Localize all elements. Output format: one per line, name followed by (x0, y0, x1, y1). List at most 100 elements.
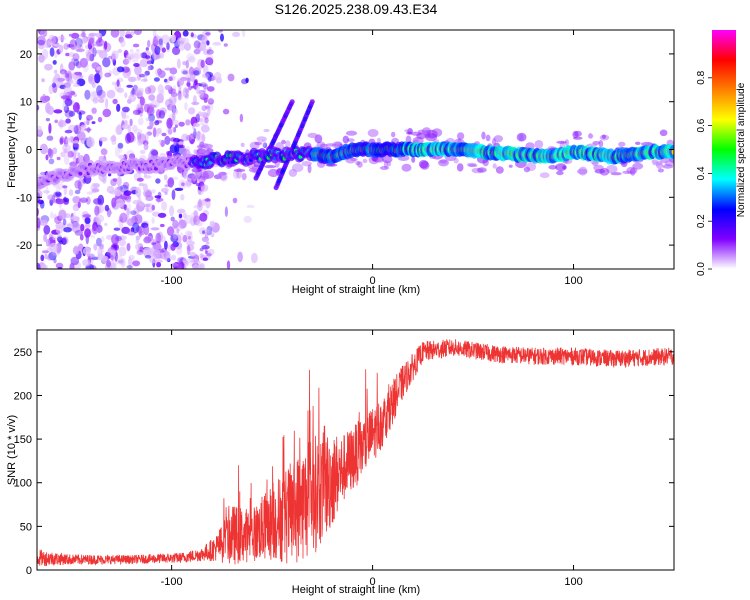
spectrogram-noise-cell (177, 90, 182, 101)
spectrogram-noise-cell (60, 151, 66, 158)
spectrogram-noise-cell (179, 232, 184, 242)
spectrogram-noise-cell (126, 84, 134, 88)
spectrogram-noise-cell (151, 150, 159, 156)
spectrogram-noise-cell (139, 73, 146, 78)
spectrogram-noise-cell (63, 227, 72, 233)
spectrogram-noise-cell (106, 89, 116, 99)
snr-x-tick: 100 (564, 330, 583, 588)
spectrogram-noise-cell (124, 92, 128, 99)
spectrogram-halo-cell (564, 139, 570, 146)
spectrogram-noise-cell (72, 221, 80, 229)
spectrogram-halo-cell (539, 172, 550, 179)
spectrogram-noise-cell (65, 52, 70, 57)
spectrogram-noise-cell (53, 51, 58, 59)
spectrogram-noise-cell (63, 105, 70, 113)
spectrogram-noise-cell (204, 231, 209, 239)
spectrogram-noise-cell (189, 251, 196, 257)
spectrogram-streak-cell (309, 99, 315, 105)
spectrogram-noise-cell (197, 117, 204, 122)
spectrogram-noise-cell (74, 71, 82, 76)
spectrogram-noise-cell (80, 137, 89, 141)
spectrogram-noise-cell (96, 66, 102, 71)
spectrogram-noise-cell (38, 54, 45, 63)
spectrogram-noise-cell (112, 98, 118, 105)
spectrogram-noise-cell (82, 178, 87, 184)
spectrogram-halo-cell (240, 142, 245, 147)
spectrogram-noise-cell (183, 169, 188, 180)
spectrogram-noise-cell (200, 59, 205, 68)
spectrogram-noise-cell (117, 142, 124, 149)
spectrogram-noise-cell (57, 119, 67, 128)
spectrogram-noise-cell (51, 194, 56, 204)
snr-y-tick-label: 0 (26, 565, 32, 577)
spectrogram-noise-cell (68, 189, 74, 197)
spectrogram-halo-cell (307, 132, 318, 139)
spectrogram-y-tick: -10 (16, 192, 674, 204)
spectrogram-noise-cell (90, 234, 95, 239)
spectrogram-y-tick: 20 (20, 49, 674, 61)
spectrogram-noise-cell (185, 73, 193, 80)
spectrogram-noise-cell (193, 70, 200, 76)
spectrogram-noise-cell (55, 191, 61, 197)
spectrogram-noise-cell (206, 253, 212, 257)
spectrogram-noise-cell (136, 48, 140, 53)
spectrogram-halo-cell (492, 163, 497, 169)
spectrogram-noise-cell (185, 59, 189, 69)
spectrogram-halo-cell (578, 166, 588, 176)
spectrogram-noise-cell (173, 141, 177, 146)
spectrogram-halo-cell (241, 173, 247, 181)
spectrogram-noise-cell (213, 72, 222, 81)
spectrogram-halo-cell (418, 159, 429, 169)
spectrogram-noise-cell (55, 198, 65, 205)
spectrogram-noise-cell (48, 148, 54, 159)
spectrogram-noise-cell (201, 199, 206, 206)
spectrogram-noise-cell (206, 40, 210, 46)
spectrogram-noise-cell (140, 78, 148, 82)
spectrogram-noise-cell (98, 243, 104, 248)
spectrogram-halo-cell (519, 134, 524, 141)
spectrogram-halo-cell (350, 157, 358, 162)
spectrogram-noise-cell (118, 235, 127, 240)
spectrogram-noise-cell (144, 86, 152, 95)
spectrogram-noise-cell (167, 128, 173, 135)
spectrogram-noise-cell (186, 245, 191, 256)
spectrogram-noise-cell (78, 111, 82, 121)
spectrogram-noise-cell (164, 78, 168, 83)
spectrogram-noise-cell (158, 139, 162, 144)
spectrogram-noise-cell (37, 39, 45, 46)
spectrogram-noise-cell (65, 118, 71, 124)
spectrogram-noise-cell (239, 113, 244, 123)
spectrogram-noise-cell (172, 219, 179, 229)
spectrogram-noise-cell (251, 252, 258, 264)
spectrogram-halo-cell (652, 162, 663, 166)
figure-title: S126.2025.238.09.43.E34 (275, 1, 438, 17)
spectrogram-noise-cell (154, 195, 162, 199)
spectrogram-noise-cell (70, 216, 76, 222)
spectrogram-noise-cell (118, 246, 127, 257)
spectrogram-noise-cell (158, 38, 163, 46)
spectrogram-noise-cell (52, 236, 57, 240)
spectrogram-noise-cell (195, 113, 200, 123)
spectrogram-noise-cell (168, 76, 173, 81)
spectrogram-noise-cell (186, 77, 191, 84)
spectrogram-halo-cell (233, 168, 246, 172)
spectrogram-noise-cell (107, 173, 112, 177)
spectrogram-noise-cell (110, 254, 114, 261)
spectrogram-halo-cell (264, 165, 277, 169)
spectrogram-noise-cell (67, 150, 74, 158)
spectrogram-noise-cell (62, 185, 68, 189)
spectrogram-halo-cell (659, 129, 668, 137)
spectrogram-noise-cell (48, 251, 57, 261)
spectrogram-noise-cell (171, 189, 176, 201)
spectrogram-noise-cell (245, 77, 249, 84)
spectrogram-noise-cell (119, 30, 125, 38)
spectrogram-halo-cell (668, 158, 674, 162)
spectrogram-halo-cell (662, 164, 674, 169)
spectrogram-noise-cell (172, 46, 181, 56)
spectrogram-noise-cell (69, 262, 75, 269)
spectrogram-halo-cell (421, 127, 432, 136)
spectrogram-noise-cell (190, 131, 199, 140)
spectrogram-noise-cell (40, 96, 49, 103)
spectrogram-noise-cell (184, 101, 188, 111)
spectrogram-noise-cell (204, 105, 211, 110)
